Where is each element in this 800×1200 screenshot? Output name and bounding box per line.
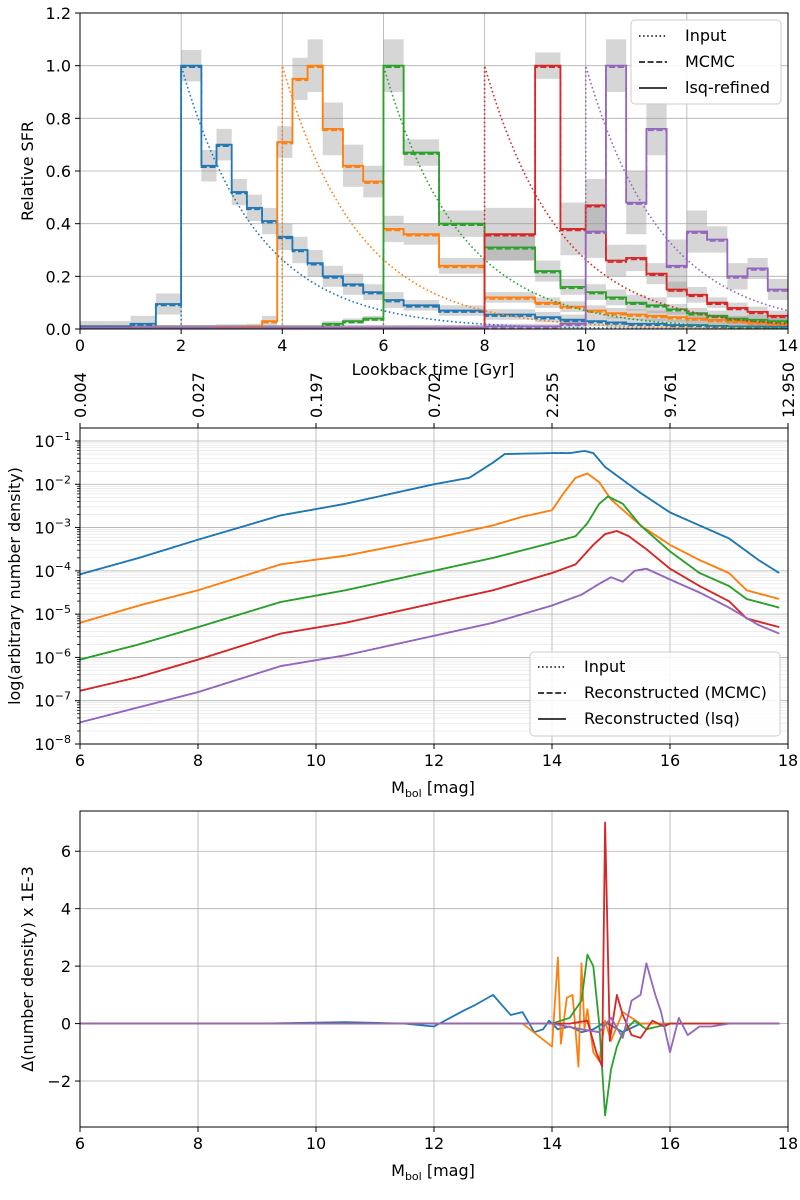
sfr-ticks: 0 2 4 6 8 10 12 14 0.0 0.2 0.4 0.6 0.8 1.0 1.2: [46, 4, 799, 355]
x-tick-label: 0: [75, 336, 85, 355]
y-tick-label: 0.8: [46, 109, 71, 128]
y-tick-label: 6: [61, 842, 71, 861]
y-tick-label: 2: [61, 957, 71, 976]
y-tick-label: 10−4: [34, 560, 71, 581]
x-tick-label: 16: [660, 751, 680, 770]
x-tick-label: 8: [479, 336, 489, 355]
lf-plot-area: [80, 449, 780, 724]
input-sfh-line: [281, 65, 788, 329]
y-tick-label: 10−5: [34, 603, 71, 624]
luminosity-function-panel: 6 8 10 12 14 16 18 0.004 0.027 0.197 0.702 2.255 9.7…: [5, 362, 798, 800]
y-tick-label: 1.0: [46, 57, 71, 76]
sfr-legend: Input MCMC lsq-refined: [630, 19, 782, 105]
legend-lsq-label: Reconstructed (lsq): [584, 709, 740, 728]
y-tick-label: 10−7: [34, 690, 71, 711]
sfr-panel: 0 2 4 6 8 10 12 14 0.0 0.2 0.4 0.6 0.8 1.0 1.2 Lookbac…: [18, 4, 798, 379]
x-tick-label: 8: [193, 1134, 203, 1153]
x-tick-label: 6: [378, 336, 388, 355]
legend-lsq-label: lsq-refined: [685, 78, 770, 97]
top-x-tick-label: 0.197: [307, 372, 326, 418]
y-tick-label: 10−3: [34, 517, 71, 538]
y-tick-label: 10−1: [34, 430, 71, 451]
top-x-tick-label: 12.950: [779, 362, 798, 418]
x-tick-label: 2: [176, 336, 186, 355]
lsq-sfh-line: [80, 64, 788, 329]
y-tick-label: 0.6: [46, 162, 71, 181]
legend-input-label: Input: [584, 657, 625, 676]
top-x-tick-label: 0.702: [425, 372, 444, 418]
y-tick-label: 10−8: [34, 733, 71, 754]
sfr-legend-box: [630, 19, 782, 105]
x-tick-label: 12: [677, 336, 697, 355]
y-tick-label: 10−6: [34, 646, 71, 667]
mcmc-sfh-line: [80, 66, 788, 329]
sfr-plot-area: [80, 39, 788, 329]
x-tick-label: 6: [75, 1134, 85, 1153]
top-x-tick-label: 9.761: [661, 372, 680, 418]
lsq-lf-line: [80, 472, 780, 624]
residual-x-axis-label: Mbol [mag]: [391, 1161, 475, 1183]
uncertainty-band: [747, 321, 768, 329]
x-tick-label: 10: [306, 751, 326, 770]
sfr-x-axis-label: Lookback time [Gyr]: [352, 360, 515, 379]
input-sfh-line: [382, 65, 788, 329]
lf-y-axis-label: log(arbitrary number density): [5, 467, 24, 705]
x-tick-label: 4: [277, 336, 287, 355]
x-tick-label: 12: [424, 751, 444, 770]
y-tick-label: 1.2: [46, 4, 71, 23]
residual-panel: 6 8 10 12 14 16 18 −2 0 2 4 6 Mbol [mag] Δ(number d…: [18, 810, 798, 1183]
x-tick-label: 14: [542, 751, 562, 770]
lsq-lf-line: [80, 495, 780, 661]
x-tick-label: 12: [424, 1134, 444, 1153]
uncertainty-band: [727, 321, 748, 329]
sfr-y-axis-label: Relative SFR: [18, 121, 37, 221]
lf-x-axis-label: Mbol [mag]: [391, 778, 475, 800]
residual-y-axis-label: Δ(number density) x 1E-3: [18, 866, 37, 1072]
y-tick-label: 10−2: [34, 473, 71, 494]
x-tick-label: 14: [778, 336, 798, 355]
lsq-lf-line: [80, 530, 780, 692]
residual-ticks: 6 8 10 12 14 16 18 −2 0 2 4 6: [47, 842, 798, 1153]
x-tick-label: 14: [542, 1134, 562, 1153]
y-tick-label: −2: [47, 1072, 71, 1091]
y-tick-label: 0.4: [46, 215, 71, 234]
y-tick-label: 0.2: [46, 267, 71, 286]
x-tick-label: 18: [778, 1134, 798, 1153]
uncertainty-band: [80, 321, 106, 329]
uncertainty-band: [707, 320, 728, 329]
lf-legend-box: [529, 651, 781, 737]
lsq-lf-line: [80, 449, 780, 576]
legend-mcmc-label: MCMC: [685, 52, 735, 71]
top-x-tick-label: 0.004: [71, 372, 90, 418]
residual-plot-area: [80, 821, 780, 1117]
y-tick-label: 4: [61, 900, 71, 919]
lsq-sfh-line: [80, 64, 788, 328]
x-tick-label: 16: [660, 1134, 680, 1153]
legend-mcmc-label: Reconstructed (MCMC): [584, 683, 767, 702]
x-tick-label: 18: [778, 751, 798, 770]
y-tick-label: 0.0: [46, 320, 71, 339]
legend-input-label: Input: [685, 26, 726, 45]
uncertainty-band: [105, 321, 131, 329]
lf-legend: Input Reconstructed (MCMC) Reconstructed…: [529, 651, 781, 737]
lsq-lf-line: [80, 567, 780, 724]
lsq-sfh-line: [80, 64, 788, 329]
x-tick-label: 6: [75, 751, 85, 770]
lf-ticks: 6 8 10 12 14 16 18 0.004 0.027 0.197 0.702 2.255 9.7…: [34, 362, 798, 770]
x-tick-label: 10: [576, 336, 596, 355]
top-x-tick-label: 0.027: [189, 372, 208, 418]
top-x-tick-label: 2.255: [543, 372, 562, 418]
y-tick-label: 0: [61, 1015, 71, 1034]
x-tick-label: 8: [193, 751, 203, 770]
x-tick-label: 10: [306, 1134, 326, 1153]
residual-line: [80, 962, 780, 1054]
input-sfh-line: [584, 65, 788, 329]
